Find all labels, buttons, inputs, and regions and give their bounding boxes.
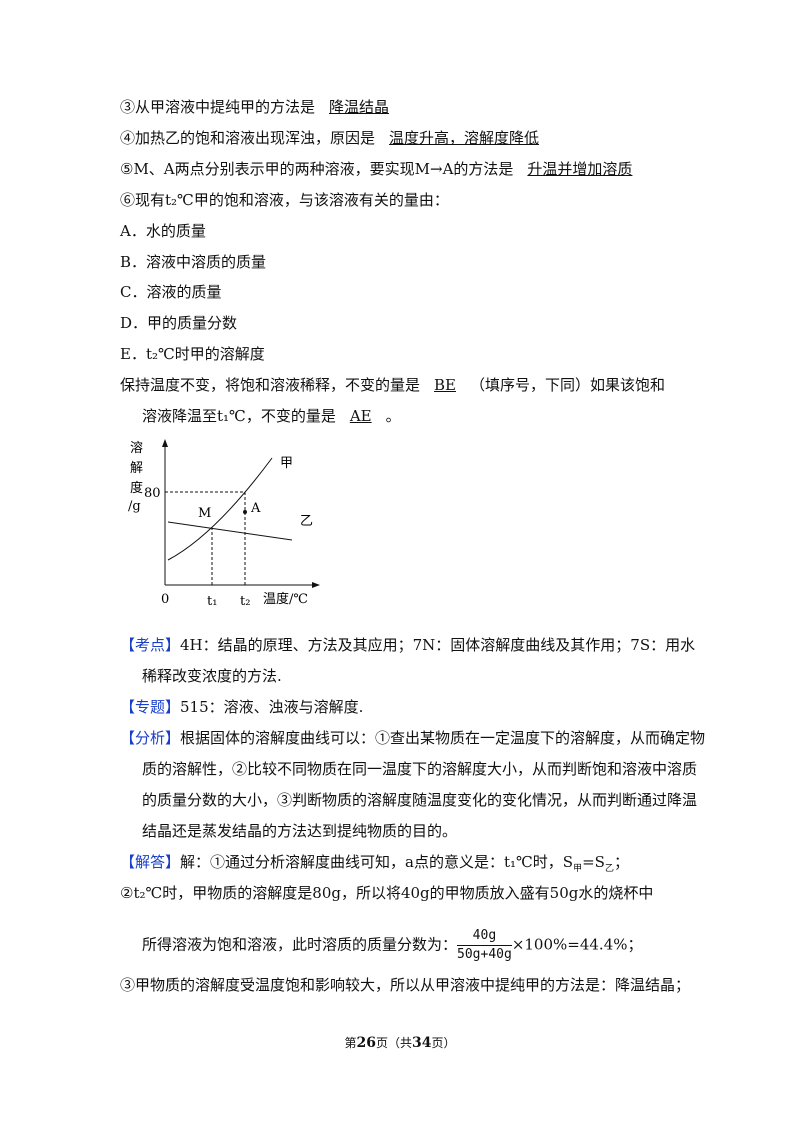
text: =S [582, 853, 605, 871]
question: ⑥现有t₂℃甲的饱和溶液，与该溶液有关的量由： [120, 191, 449, 209]
curve [167, 457, 273, 561]
numerator: 40g [457, 927, 512, 946]
tag: 【考点】 [120, 636, 181, 654]
x-mark: t₂ [240, 594, 250, 609]
fraction: 40g 50g+40g [457, 927, 512, 964]
subscript: 甲 [573, 864, 583, 874]
text: 第 [344, 1036, 357, 1050]
kaodian: 【考点】4H：结晶的原理、方法及其应用；7N：固体溶解度曲线及其作用；7S：用水… [120, 630, 707, 692]
text: 保持温度不变，将饱和溶液稀释，不变的量是 [120, 376, 421, 394]
text: ×100%=44.4%； [511, 935, 643, 954]
curve-label: 乙 [300, 514, 313, 529]
text: 所得溶液为饱和溶液，此时溶质的质量分数为： [142, 935, 458, 954]
y-label: /g [128, 499, 141, 514]
subscript: 乙 [604, 864, 614, 874]
curve-label: 甲 [280, 456, 293, 471]
point-label: M [198, 506, 211, 521]
number: 34 [412, 1035, 432, 1051]
answer: BE [434, 376, 456, 394]
origin-label: 0 [161, 592, 169, 607]
keep-line: 溶液降温至t₁℃，不变的量是 AE 。 [142, 406, 401, 426]
solubility-graph: 溶 解 度 /g 80 M A 甲 乙 0 t₁ t₂ 温度/℃ [128, 439, 320, 609]
answer: 温度升高，溶解度降低 [389, 129, 540, 147]
text: 根据固体的溶解度曲线可以：①查出某物质在一定温度下的溶解度，从而确定物质的溶解性… [142, 729, 706, 840]
text: 页） [431, 1036, 456, 1050]
point [243, 510, 247, 514]
tag: 【专题】 [120, 698, 181, 716]
arrow [312, 582, 320, 588]
text: ④加热乙的饱和溶液出现浑浊，原因是 [120, 129, 376, 147]
step: ③甲物质的溶解度受温度饱和影响较大，所以从甲溶液中提纯甲的方法是：降温结晶； [120, 976, 691, 994]
arrow [162, 439, 168, 447]
text: 页（共 [375, 1036, 412, 1050]
text: 515：溶液、浊液与溶解度. [180, 698, 364, 716]
point-label: A [250, 501, 261, 516]
text: 解：①通过分析溶解度曲线可知，a点的意义是：t₁℃时，S [180, 853, 574, 871]
option: A．水的质量 [120, 222, 206, 240]
step: ②t₂℃时，甲物质的溶解度是80g，所以将40g的甲物质放入盛有50g水的烧杯中 [120, 884, 654, 902]
text: 。 [385, 407, 401, 425]
y-label: 度 [130, 480, 143, 496]
y-label: 解 [130, 461, 143, 476]
answer: AE [349, 407, 372, 425]
answer-line: ④加热乙的饱和溶液出现浑浊，原因是 温度升高，溶解度降低 [120, 128, 553, 148]
tag: 【分析】 [120, 729, 181, 747]
y-mark: 80 [144, 486, 161, 501]
text: ⑤M、A两点分别表示甲的两种溶液，要实现M→A的方法是 [120, 160, 514, 178]
number: 26 [356, 1035, 376, 1051]
option: E．t₂℃时甲的溶解度 [120, 345, 265, 363]
tag: 【解答】 [120, 853, 181, 871]
option: D．甲的质量分数 [120, 314, 238, 332]
y-label: 溶 [130, 441, 143, 456]
option: B．溶液中溶质的质量 [120, 253, 267, 271]
denominator: 50g+40g [457, 947, 512, 962]
answer: 升温并增加溶质 [527, 160, 633, 178]
answer: 降温结晶 [329, 98, 390, 116]
curve [167, 521, 293, 541]
x-label: 温度/℃ [263, 591, 308, 607]
jieda: 【解答】解：①通过分析溶解度曲线可知，a点的意义是：t₁℃时，S甲=S乙； [120, 852, 629, 879]
fenxi: 【分析】根据固体的溶解度曲线可以：①查出某物质在一定温度下的溶解度，从而确定物质… [120, 723, 707, 847]
answer-line: ③从甲溶液中提纯甲的方法是 降温结晶 [120, 97, 403, 117]
text: ； [613, 853, 629, 871]
footer: 第26页（共34页） [0, 1034, 800, 1051]
text: ③从甲溶液中提纯甲的方法是 [120, 98, 316, 116]
answer-line: ⑤M、A两点分别表示甲的两种溶液，要实现M→A的方法是 升温并增加溶质 [120, 159, 646, 179]
keep-line: 保持温度不变，将饱和溶液稀释，不变的量是 BE （填序号，下同）如果该饱和 [120, 375, 665, 395]
text: （填序号，下同）如果该饱和 [470, 376, 666, 394]
text: 溶液降温至t₁℃，不变的量是 [142, 407, 336, 425]
step: 所得溶液为饱和溶液，此时溶质的质量分数为： 40g 50g+40g ×100%=44.… [142, 927, 642, 964]
text: 4H：结晶的原理、方法及其应用；7N：固体溶解度曲线及其作用；7S：用水稀释改变… [142, 636, 696, 685]
zhuanti: 【专题】515：溶液、浊液与溶解度. [120, 692, 707, 723]
option: C．溶液的质量 [120, 283, 222, 301]
x-mark: t₁ [207, 594, 217, 609]
